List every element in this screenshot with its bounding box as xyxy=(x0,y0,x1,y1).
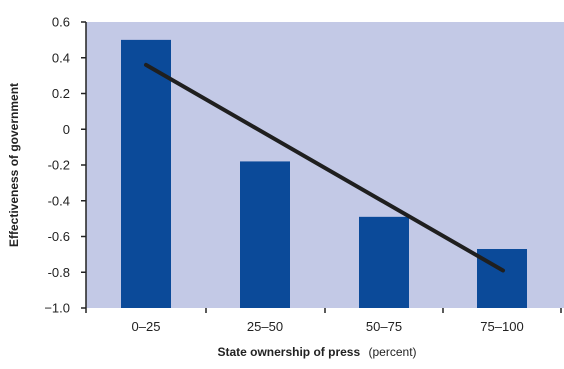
y-tick-label: -0.2 xyxy=(48,158,70,173)
bar-3 xyxy=(359,216,409,308)
x-axis-label: State ownership of press (percent) xyxy=(217,345,416,359)
x-axis-label-main: State ownership of press xyxy=(217,345,360,359)
y-tick-label: -0.8 xyxy=(48,265,70,280)
bars-group xyxy=(121,39,527,308)
x-axis-ticks: 0–25 25–50 50–75 75–100 xyxy=(85,308,562,334)
x-axis-label-unit: (percent) xyxy=(369,345,417,359)
trend-line xyxy=(144,62,505,273)
y-tick-label: -0.6 xyxy=(48,229,70,244)
y-tick-label: 0.4 xyxy=(52,50,70,65)
x-tick-label: 0–25 xyxy=(132,319,161,334)
x-tick-label: 25–50 xyxy=(247,319,283,334)
y-tick-label: 0.2 xyxy=(52,86,70,101)
x-tick-label: 75–100 xyxy=(480,319,523,334)
y-tick-label: 0 xyxy=(63,122,70,137)
x-tick-label: 50–75 xyxy=(366,319,402,334)
y-tick-label: -0.4 xyxy=(48,193,70,208)
y-tick-label: 0.6 xyxy=(52,15,70,30)
bar-2 xyxy=(240,161,290,308)
y-axis-label: Effectiveness of government xyxy=(7,83,21,247)
y-tick-label: −1.0 xyxy=(44,301,70,316)
y-axis-ticks: 0.6 0.4 0.2 0 -0.2 -0.4 -0.6 -0.8 −1.0 xyxy=(44,15,86,316)
bar-1 xyxy=(121,39,171,308)
